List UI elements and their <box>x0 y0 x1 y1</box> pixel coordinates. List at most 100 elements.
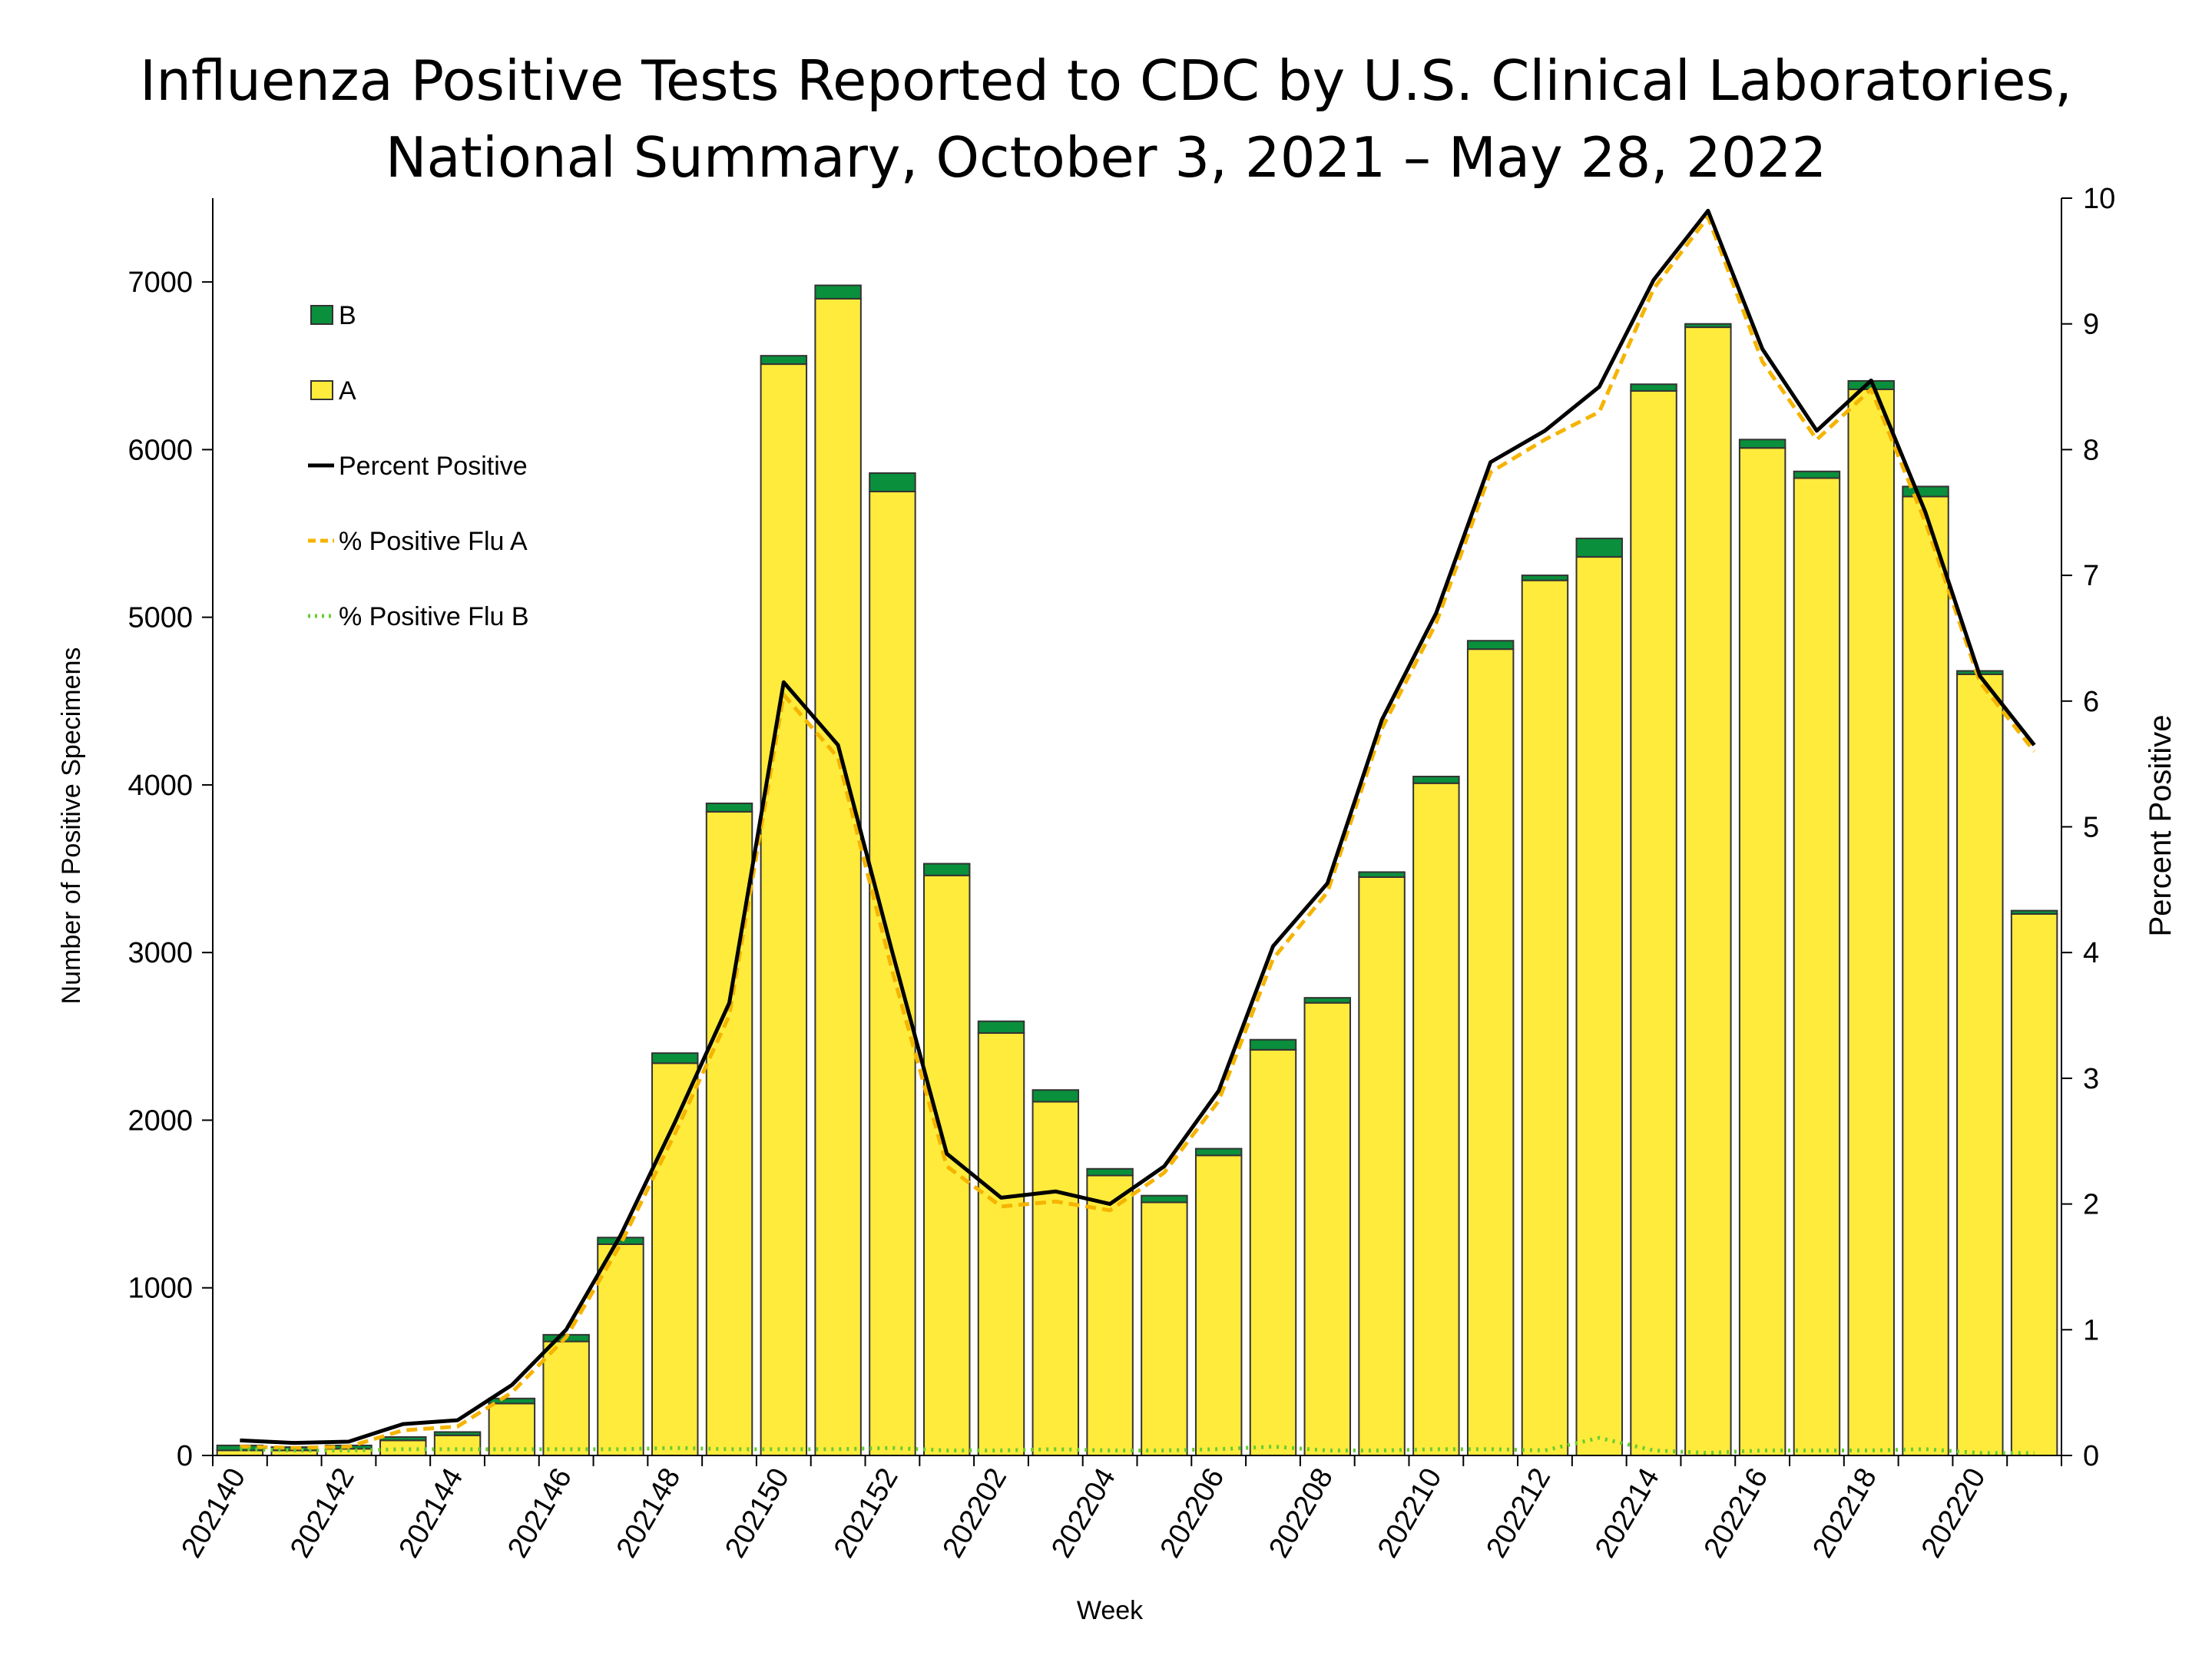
bar-a-202217 <box>1793 477 1841 1456</box>
y-tick-label: 6000 <box>127 434 193 466</box>
bar-a-202211 <box>1466 648 1515 1456</box>
bar-a-202203 <box>1031 1101 1080 1456</box>
x-tick-label: 202218 <box>1806 1463 1883 1564</box>
chart-title: Influenza Positive Tests Reported to CDC… <box>0 42 2212 196</box>
y-tick-label: 4000 <box>127 770 193 802</box>
legend-swatch-a <box>310 380 333 400</box>
bar-a-202219 <box>1902 495 1949 1456</box>
legend-label-b: B <box>339 301 356 330</box>
y2-tick-label: 6 <box>2083 686 2099 718</box>
bar-b-202144 <box>433 1431 482 1436</box>
x-tick-label: 202140 <box>175 1463 252 1564</box>
x-tick-label: 202202 <box>937 1463 1014 1564</box>
bar-b-202206 <box>1194 1147 1243 1157</box>
bar-b-202151 <box>814 284 862 300</box>
x-tick-label: 202144 <box>393 1463 470 1564</box>
bar-a-202146 <box>542 1340 590 1456</box>
chart-title-line1: Influenza Positive Tests Reported to CDC… <box>140 48 2072 113</box>
x-tick-label: 202146 <box>502 1463 578 1564</box>
x-tick-label: 202214 <box>1589 1463 1666 1564</box>
bar-b-202211 <box>1466 640 1515 651</box>
y2-tick-label: 10 <box>2083 183 2115 215</box>
bar-a-202218 <box>1847 388 1895 1457</box>
y2-tick-label: 1 <box>2083 1314 2099 1346</box>
x-tick-label: 202208 <box>1263 1463 1339 1564</box>
bar-a-202213 <box>1575 556 1623 1456</box>
x-tick-label: 202210 <box>1372 1463 1449 1564</box>
bar-a-202216 <box>1738 447 1786 1457</box>
bar-a-202145 <box>488 1402 536 1456</box>
bar-a-202207 <box>1249 1048 1297 1456</box>
line-percent-positive <box>240 208 2036 1445</box>
bar-a-202209 <box>1358 876 1406 1456</box>
x-tick-label: 202150 <box>719 1463 796 1564</box>
bar-a-202147 <box>597 1243 644 1456</box>
y2-tick-label: 3 <box>2083 1063 2099 1095</box>
legend-label-a: A <box>339 376 356 406</box>
bar-a-202204 <box>1086 1174 1134 1456</box>
bar-b-202150 <box>760 355 808 366</box>
legend: B A Percent Positive % Positive Flu A % Posi… <box>308 301 529 631</box>
x-tick-label: 202216 <box>1698 1463 1775 1564</box>
bar-a-202220 <box>1956 673 2004 1456</box>
y-tick-label: 0 <box>177 1440 193 1472</box>
bar-b-202205 <box>1141 1194 1188 1204</box>
x-tick-label: 202220 <box>1916 1463 1992 1564</box>
bar-b-202203 <box>1031 1089 1080 1103</box>
bar-a-202208 <box>1303 1002 1352 1457</box>
chart-title-line2: National Summary, October 3, 2021 – May … <box>385 125 1827 190</box>
bar-b-202217 <box>1793 470 1841 479</box>
y2-tick-label: 4 <box>2083 937 2099 969</box>
y2-tick-label: 2 <box>2083 1189 2099 1221</box>
bar-b-202216 <box>1738 439 1786 449</box>
bar-a-202206 <box>1194 1154 1243 1456</box>
bar-b-202221 <box>2010 909 2058 915</box>
bar-a-202214 <box>1630 390 1677 1456</box>
bar-b-202143 <box>379 1435 427 1442</box>
x-tick-label: 202152 <box>828 1463 905 1564</box>
bar-a-202151 <box>814 297 862 1457</box>
bar-b-202209 <box>1358 871 1406 878</box>
line-positive-flu-b <box>240 1435 2035 1455</box>
y-tick-label: 2000 <box>127 1104 193 1137</box>
bar-b-202201 <box>922 863 971 876</box>
bar-b-202213 <box>1575 538 1623 558</box>
legend-label-positive-flu-a: % Positive Flu A <box>339 527 528 556</box>
y-axis-title: Number of Positive Specimens <box>57 647 86 1005</box>
bar-a-202205 <box>1141 1201 1188 1457</box>
x-tick-label: 202206 <box>1154 1463 1231 1564</box>
bar-a-202202 <box>977 1031 1025 1456</box>
bar-b-202149 <box>705 802 753 813</box>
bar-b-202210 <box>1412 776 1460 784</box>
bar-b-202145 <box>488 1397 536 1405</box>
bar-a-202215 <box>1684 326 1732 1457</box>
bar-b-202215 <box>1684 323 1732 329</box>
bar-layer <box>216 284 2058 1457</box>
bar-b-202204 <box>1086 1167 1134 1177</box>
y2-tick-label: 9 <box>2083 309 2099 341</box>
y2-tick-label: 7 <box>2083 560 2099 592</box>
bar-b-202214 <box>1630 383 1677 392</box>
x-tick-label: 202148 <box>611 1463 687 1564</box>
line-positive-flu-a <box>240 215 2036 1450</box>
y-tick-label: 5000 <box>127 602 193 634</box>
x-axis-title: Week <box>1077 1596 1144 1625</box>
bar-b-202212 <box>1521 575 1569 581</box>
line-layer <box>240 208 2036 1455</box>
bar-a-202210 <box>1412 782 1460 1456</box>
bar-a-202221 <box>2010 912 2058 1456</box>
x-tick-label: 202204 <box>1045 1463 1122 1564</box>
y-tick-label: 7000 <box>127 267 193 299</box>
legend-label-positive-flu-b: % Positive Flu B <box>339 602 529 631</box>
x-tick-label: 202212 <box>1480 1463 1557 1564</box>
bar-a-202212 <box>1521 579 1569 1457</box>
y2-axis-title: Percent Positive <box>2144 714 2177 936</box>
bar-b-202152 <box>869 472 916 492</box>
bar-a-202148 <box>651 1062 699 1456</box>
bar-b-202148 <box>651 1052 699 1065</box>
bar-b-202202 <box>977 1020 1025 1034</box>
bar-b-202207 <box>1249 1038 1297 1051</box>
y2-tick-label: 8 <box>2083 434 2099 466</box>
bar-a-202150 <box>760 363 808 1457</box>
